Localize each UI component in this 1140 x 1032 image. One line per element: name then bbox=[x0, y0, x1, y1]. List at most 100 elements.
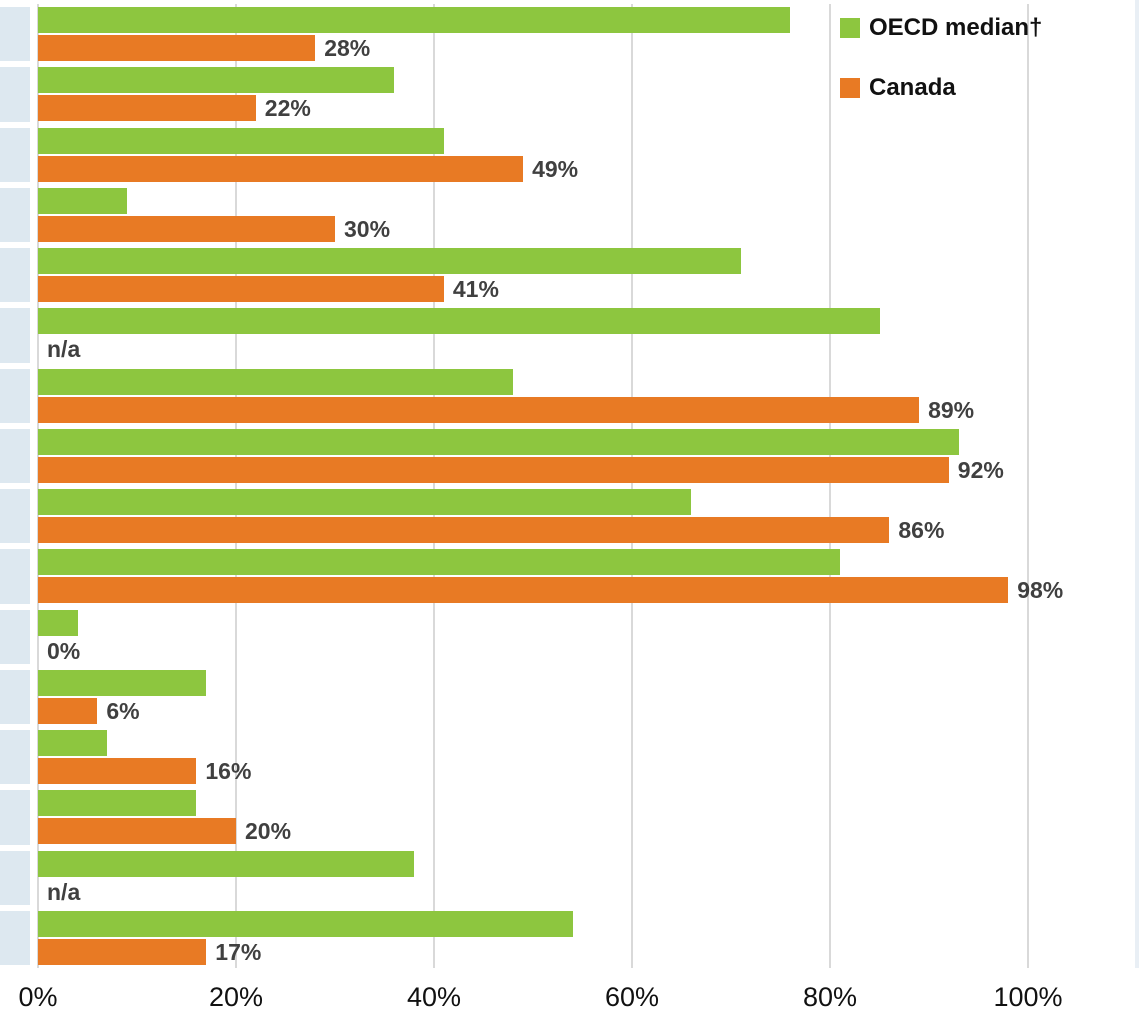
chart-row: n/a bbox=[38, 848, 1028, 908]
gridline bbox=[433, 4, 435, 968]
oecd-median-bar bbox=[38, 127, 444, 154]
chart-row: 49% bbox=[38, 125, 1028, 185]
bar-value-label: 86% bbox=[898, 517, 945, 543]
canada-bar bbox=[38, 396, 920, 423]
gridline bbox=[631, 4, 633, 968]
chart-row: 6% bbox=[38, 667, 1028, 727]
oecd-median-bar bbox=[38, 489, 692, 515]
row-label-gutter bbox=[0, 4, 30, 968]
row-label-block bbox=[0, 609, 30, 664]
legend-item-canada: Canada bbox=[840, 74, 1042, 102]
x-axis: 0% 20% 40% 60% 80% 100% bbox=[18, 982, 1062, 1022]
gridline bbox=[37, 4, 39, 968]
bar-value-label: 89% bbox=[928, 396, 975, 423]
gridline bbox=[1027, 4, 1029, 968]
bar-value-label: 49% bbox=[532, 155, 579, 182]
row-label-block bbox=[0, 127, 30, 182]
bar-value-label: 28% bbox=[324, 35, 371, 61]
chart-row: 30% bbox=[38, 185, 1028, 245]
row-label-block bbox=[0, 669, 30, 724]
oecd-median-bar bbox=[38, 609, 78, 636]
plot-area: 28% 22% 49% 30% 41% n/a 89% 92% 86% 98% 0% 6% 16% 20%… bbox=[37, 4, 1063, 968]
chart-row: 22% bbox=[38, 64, 1028, 124]
right-border-strip bbox=[1135, 0, 1139, 968]
row-label-block bbox=[0, 187, 30, 242]
oecd-median-bar bbox=[38, 730, 108, 756]
row-label-block bbox=[0, 308, 30, 363]
chart-row: 17% bbox=[38, 908, 1028, 968]
canada-bar bbox=[38, 276, 444, 302]
row-label-block bbox=[0, 730, 30, 785]
oecd-median-bar bbox=[38, 368, 514, 395]
oecd-median-bar bbox=[38, 308, 880, 335]
canada-bar bbox=[38, 155, 524, 182]
chart-rows: 28% 22% 49% 30% 41% n/a 89% 92% 86% 98% 0% 6% 16% 20%… bbox=[38, 4, 1063, 968]
bar-value-label: 92% bbox=[957, 456, 1004, 483]
chart-row: 20% bbox=[38, 787, 1028, 847]
oecd-median-bar bbox=[38, 428, 959, 455]
chart-row: 16% bbox=[38, 727, 1028, 787]
oecd-median-bar bbox=[38, 7, 791, 33]
x-axis-tick-label: 80% bbox=[802, 982, 858, 1012]
bar-value-label: 41% bbox=[452, 276, 499, 302]
bar-value-label: 0% bbox=[47, 637, 81, 664]
legend-label-oecd: OECD median† bbox=[869, 14, 1043, 41]
x-axis-tick-label: 60% bbox=[604, 982, 660, 1012]
chart-row: 92% bbox=[38, 426, 1028, 486]
canada-bar bbox=[38, 456, 949, 483]
bar-value-label: n/a bbox=[47, 336, 81, 363]
x-axis-tick-label: 0% bbox=[18, 982, 58, 1012]
bar-value-label: 16% bbox=[205, 758, 252, 784]
legend-swatch-oecd bbox=[840, 18, 860, 38]
oecd-median-bar bbox=[38, 790, 197, 817]
row-label-block bbox=[0, 549, 30, 604]
canada-bar bbox=[38, 517, 890, 543]
canada-bar bbox=[38, 697, 98, 724]
chart-row: 98% bbox=[38, 546, 1063, 606]
chart-row: 28% bbox=[38, 4, 1028, 64]
row-label-block bbox=[0, 368, 30, 423]
chart-row: 0% bbox=[38, 607, 1028, 667]
row-label-block bbox=[0, 790, 30, 845]
row-label-block bbox=[0, 489, 30, 544]
bar-value-label: 22% bbox=[264, 95, 311, 122]
x-axis-tick-label: 100% bbox=[993, 982, 1063, 1012]
row-label-block bbox=[0, 428, 30, 483]
bar-value-label: 17% bbox=[215, 938, 262, 965]
chart-row: 41% bbox=[38, 245, 1028, 305]
row-label-block bbox=[0, 850, 30, 905]
x-axis-tick-label: 20% bbox=[208, 982, 264, 1012]
canada-bar bbox=[38, 577, 1009, 604]
legend: OECD median† Canada bbox=[840, 14, 1042, 134]
chart-row: 89% bbox=[38, 366, 1028, 426]
chart-row: n/a bbox=[38, 305, 1028, 365]
canada-bar bbox=[38, 35, 316, 61]
row-label-block bbox=[0, 910, 30, 965]
x-axis-tick-label: 40% bbox=[406, 982, 462, 1012]
legend-item-oecd: OECD median† bbox=[840, 14, 1042, 42]
oecd-median-bar bbox=[38, 187, 128, 214]
canada-bar bbox=[38, 95, 256, 122]
legend-swatch-canada bbox=[840, 78, 860, 98]
oecd-median-bar bbox=[38, 549, 840, 576]
row-label-block bbox=[0, 67, 30, 122]
row-label-block bbox=[0, 248, 30, 303]
gridline bbox=[235, 4, 237, 968]
oecd-median-bar bbox=[38, 669, 207, 696]
legend-label-canada: Canada bbox=[869, 74, 956, 101]
bar-value-label: 20% bbox=[245, 818, 292, 845]
bar-value-label: 98% bbox=[1017, 577, 1064, 604]
row-label-block bbox=[0, 7, 30, 62]
canada-bar bbox=[38, 758, 197, 784]
canada-bar bbox=[38, 215, 335, 242]
bar-value-label: n/a bbox=[47, 878, 81, 905]
canada-bar bbox=[38, 818, 236, 845]
oecd-median-bar bbox=[38, 850, 415, 877]
chart-row: 86% bbox=[38, 486, 1028, 546]
bar-value-label: 30% bbox=[344, 215, 391, 242]
gridline bbox=[829, 4, 831, 968]
canada-bar bbox=[38, 938, 207, 965]
oecd-median-bar bbox=[38, 248, 741, 274]
oecd-median-bar bbox=[38, 67, 395, 94]
